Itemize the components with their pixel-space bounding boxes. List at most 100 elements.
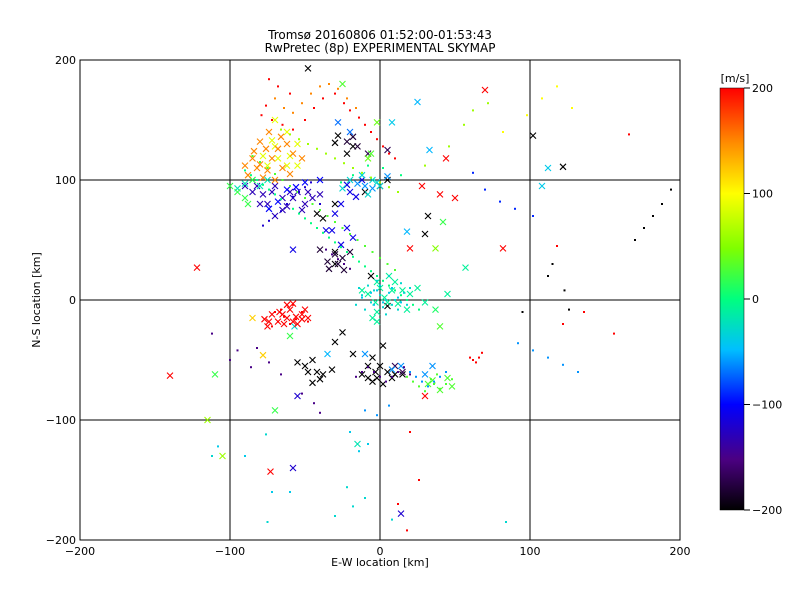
data-point-cross (211, 371, 219, 378)
data-point-cross (343, 181, 351, 189)
data-point-dot (472, 171, 474, 174)
data-point-dot (217, 445, 219, 448)
data-point-cross (354, 143, 361, 150)
data-point-dot (556, 85, 558, 88)
data-point-dot (328, 236, 330, 239)
data-point-dot (292, 128, 294, 131)
data-point-cross (358, 176, 366, 184)
data-point-cross (340, 266, 348, 274)
data-point-cross (358, 171, 366, 179)
data-point-dot (322, 231, 324, 234)
data-point-dot (397, 308, 399, 311)
data-point-dot (562, 323, 564, 325)
data-point-cross (376, 362, 384, 370)
data-point-dot (340, 246, 342, 249)
data-point-dot (251, 155, 254, 157)
data-point-cross (384, 368, 391, 376)
x-tick-label: 0 (377, 545, 384, 558)
colorbar-tick-label: 200 (752, 82, 773, 95)
y-tick-label: 200 (55, 54, 76, 67)
data-point-cross (280, 320, 288, 328)
data-point-dot (346, 251, 348, 253)
data-point-dot (448, 145, 450, 148)
data-point-dot (406, 299, 408, 301)
data-point-cross (289, 300, 297, 307)
data-point-dot (382, 145, 384, 148)
data-point-cross (388, 366, 396, 373)
grid-lines (80, 60, 680, 540)
data-point-dot (451, 378, 453, 381)
data-point-dot (355, 107, 357, 109)
data-point-cross (369, 378, 376, 385)
data-point-dot (547, 356, 549, 359)
data-point-dot (343, 263, 345, 265)
data-point-dot (298, 138, 300, 141)
data-point-dot (583, 311, 585, 313)
data-point-dot (331, 253, 333, 256)
data-point-dot (634, 239, 636, 241)
data-point-cross (559, 163, 567, 171)
data-point-dot (304, 119, 306, 121)
data-point-cross (373, 119, 381, 126)
data-point-dot (370, 301, 372, 304)
data-point-dot (268, 219, 270, 222)
colorbar: [m/s] −200 −100 0 100 200 (719, 72, 782, 517)
data-point-cross (241, 194, 249, 202)
data-point-dot (406, 303, 408, 306)
data-point-dot (244, 455, 246, 457)
data-point-cross (442, 155, 450, 162)
data-point-dot (481, 351, 483, 354)
data-point-cross (337, 241, 345, 249)
data-point-cross (286, 332, 294, 340)
data-point-cross (298, 311, 306, 318)
data-point-dot (274, 193, 276, 196)
data-point-dot (367, 164, 369, 167)
data-point-dot (292, 303, 294, 306)
data-point-dot (397, 503, 399, 505)
data-point-cross (279, 164, 286, 172)
data-point-cross (403, 306, 411, 313)
data-point-cross (271, 407, 279, 414)
data-point-cross (298, 315, 306, 323)
chart-title: Tromsø 20160806 01:52:00-01:53:43 (268, 28, 492, 42)
data-point-dot (307, 143, 309, 145)
data-point-cross (234, 188, 241, 196)
data-point-dot (463, 123, 465, 126)
data-point-dot (283, 315, 285, 318)
data-point-dot (367, 443, 369, 445)
data-point-dot (262, 183, 264, 186)
data-point-dot (352, 174, 354, 177)
data-point-dot (532, 349, 534, 352)
data-point-dot (256, 179, 258, 181)
y-axis-label: N-S location [km] (30, 252, 43, 348)
data-point-cross (294, 162, 301, 169)
data-point-cross (331, 200, 339, 208)
data-point-cross (309, 194, 316, 202)
data-point-dot (382, 167, 384, 169)
data-point-dot (400, 301, 402, 304)
data-point-cross (250, 147, 258, 155)
data-point-dot (289, 323, 291, 325)
data-point-cross (334, 132, 342, 139)
data-point-dot (577, 371, 579, 373)
data-point-dot (379, 284, 381, 287)
data-point-cross (406, 245, 414, 252)
data-point-dot (277, 320, 279, 323)
data-point-dot (430, 378, 432, 381)
data-point-dot (517, 342, 519, 345)
data-point-dot (265, 104, 267, 107)
data-point-dot (328, 83, 330, 85)
data-point-cross (289, 464, 297, 472)
data-point-dot (373, 371, 375, 373)
data-point-dot (352, 505, 354, 508)
data-point-dot (326, 215, 329, 217)
data-point-cross (264, 323, 271, 330)
data-point-cross (249, 188, 256, 196)
data-point-dot (556, 245, 558, 247)
chart-title-block: Tromsø 20160806 01:52:00-01:53:43 RwPret… (0, 29, 760, 55)
data-point-dot (478, 356, 480, 359)
data-point-cross (244, 171, 252, 179)
data-point-cross (313, 368, 321, 376)
data-point-dot (409, 431, 411, 433)
